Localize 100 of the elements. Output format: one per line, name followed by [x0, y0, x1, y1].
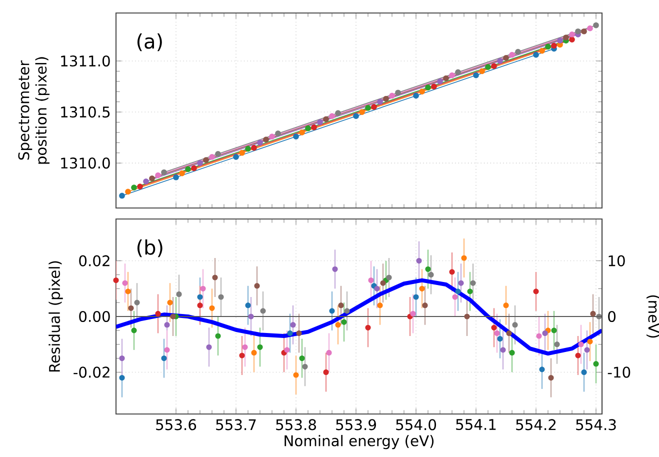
point	[587, 25, 593, 32]
point	[449, 72, 455, 78]
point	[581, 28, 587, 34]
x-tick-label: 553.8	[276, 419, 316, 430]
point	[197, 160, 203, 166]
point	[584, 347, 590, 353]
point	[215, 150, 221, 157]
point	[581, 369, 587, 376]
point	[542, 330, 548, 336]
point	[113, 277, 119, 284]
point	[251, 144, 257, 151]
point	[590, 310, 596, 317]
point	[365, 324, 371, 330]
point	[269, 134, 275, 140]
point	[395, 90, 401, 96]
point	[506, 330, 512, 336]
point	[137, 184, 143, 190]
point	[239, 352, 245, 358]
point	[428, 272, 434, 278]
point	[497, 58, 503, 64]
point	[185, 166, 191, 172]
line-series	[116, 278, 602, 356]
point	[500, 347, 506, 353]
point	[338, 302, 344, 308]
point	[203, 157, 209, 163]
point	[332, 266, 338, 272]
point	[335, 322, 341, 328]
point	[197, 302, 203, 308]
y-tick-label: 1310.5	[61, 106, 110, 118]
y2-tick-label: 10	[608, 255, 625, 266]
x-tick-label: 553.6	[156, 419, 196, 430]
point	[260, 308, 266, 314]
point	[569, 32, 575, 38]
point	[155, 310, 161, 317]
point	[257, 344, 263, 350]
point	[464, 314, 470, 320]
point	[509, 350, 515, 356]
point	[470, 280, 476, 286]
point	[554, 342, 560, 348]
point	[536, 333, 542, 339]
point	[455, 288, 461, 294]
point	[212, 274, 218, 280]
x-tick-label: 553.7	[216, 419, 256, 430]
point	[383, 96, 389, 102]
point	[134, 300, 140, 306]
point	[173, 174, 179, 180]
x-tick-label: 554.2	[516, 419, 556, 430]
point	[125, 288, 131, 294]
point	[305, 125, 311, 132]
point	[575, 28, 581, 34]
point	[284, 347, 290, 353]
y-axis-title: Residual (pixel)	[48, 261, 63, 372]
point	[329, 113, 335, 120]
point	[377, 302, 383, 308]
point	[119, 355, 125, 362]
point	[422, 302, 428, 308]
point	[437, 78, 443, 84]
x-tick-label: 554.3	[576, 419, 616, 430]
point	[449, 269, 455, 275]
point	[374, 286, 380, 292]
point	[593, 22, 599, 28]
point	[125, 188, 131, 195]
point	[413, 294, 419, 300]
point	[494, 330, 500, 336]
point	[491, 324, 497, 330]
point	[245, 302, 251, 308]
point	[539, 48, 545, 54]
point	[371, 104, 377, 110]
point	[533, 288, 539, 294]
x-tick-label: 553.9	[336, 419, 376, 430]
point	[293, 372, 299, 378]
point	[545, 44, 551, 50]
point	[251, 350, 257, 356]
point	[311, 124, 317, 130]
point	[200, 286, 206, 292]
point	[161, 169, 167, 176]
point	[413, 92, 419, 99]
point	[509, 52, 515, 58]
point	[578, 342, 584, 348]
point	[287, 330, 293, 336]
point	[515, 48, 521, 55]
point	[149, 175, 155, 182]
y2-tick-label: -10	[608, 366, 630, 378]
point	[191, 165, 197, 172]
point	[365, 105, 371, 111]
point	[551, 42, 557, 49]
point	[317, 119, 323, 126]
y-tick-label: 1311.0	[61, 55, 110, 67]
point	[341, 319, 347, 325]
point	[302, 364, 308, 370]
point	[323, 369, 329, 376]
point	[455, 69, 461, 76]
point	[419, 88, 425, 95]
point	[215, 333, 221, 339]
y-axis-title: Spectrometer position (pixel)	[18, 57, 50, 164]
point	[290, 322, 296, 328]
point	[443, 75, 449, 82]
point	[473, 72, 479, 78]
point	[548, 374, 554, 381]
point	[557, 38, 563, 44]
